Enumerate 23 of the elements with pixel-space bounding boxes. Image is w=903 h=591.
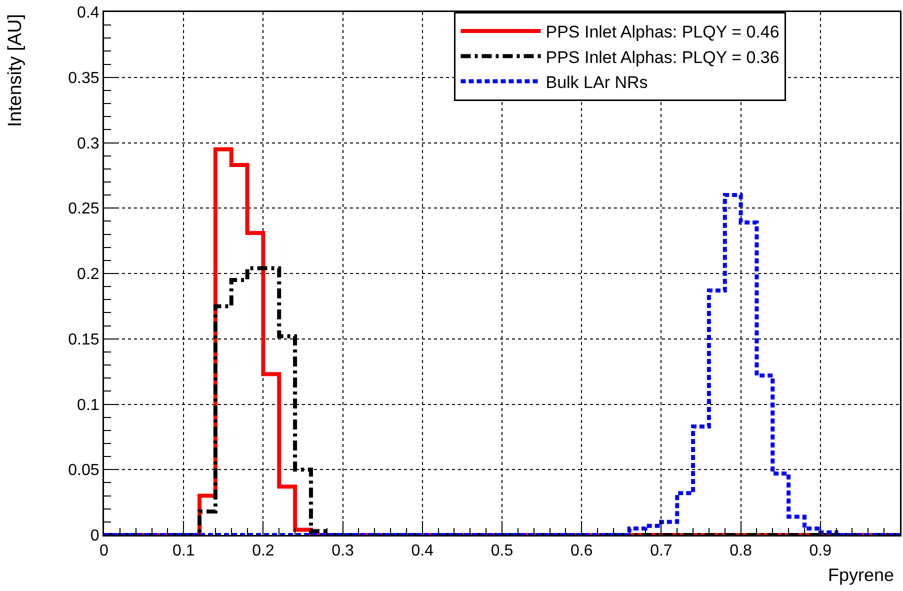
- y-tick-label: 0.05: [68, 462, 100, 480]
- x-tick-label: 0.9: [809, 542, 832, 560]
- legend-label: Bulk LAr NRs: [546, 72, 648, 92]
- x-tick-label: 0.3: [332, 542, 354, 560]
- x-tick-label: 0.6: [570, 542, 593, 560]
- x-tick-label: 0.1: [172, 542, 195, 560]
- y-tick-label: 0.3: [77, 135, 100, 152]
- x-tick-label: 0.8: [730, 542, 752, 560]
- legend-label: PPS Inlet Alphas: PLQY = 0.36: [546, 48, 780, 67]
- y-tick-label: 0.15: [68, 331, 100, 348]
- y-axis-title: Intensity [AU]: [5, 14, 26, 127]
- y-tick-label: 0.35: [68, 70, 100, 87]
- x-tick-label: 0.4: [411, 542, 434, 560]
- x-tick-label: 0.5: [490, 542, 514, 560]
- x-axis-title: Fpyrene: [828, 565, 894, 585]
- y-tick-label: 0.4: [77, 4, 100, 22]
- y-tick-label: 0.25: [68, 200, 100, 218]
- y-tick-label: 0.2: [77, 266, 100, 284]
- legend-label: PPS Inlet Alphas: PLQY = 0.46: [546, 22, 780, 42]
- x-tick-label: 0.7: [650, 542, 672, 560]
- x-tick-label: 0.2: [252, 542, 274, 560]
- y-tick-label: 0.1: [77, 396, 100, 414]
- y-tick-label: 0: [90, 528, 100, 545]
